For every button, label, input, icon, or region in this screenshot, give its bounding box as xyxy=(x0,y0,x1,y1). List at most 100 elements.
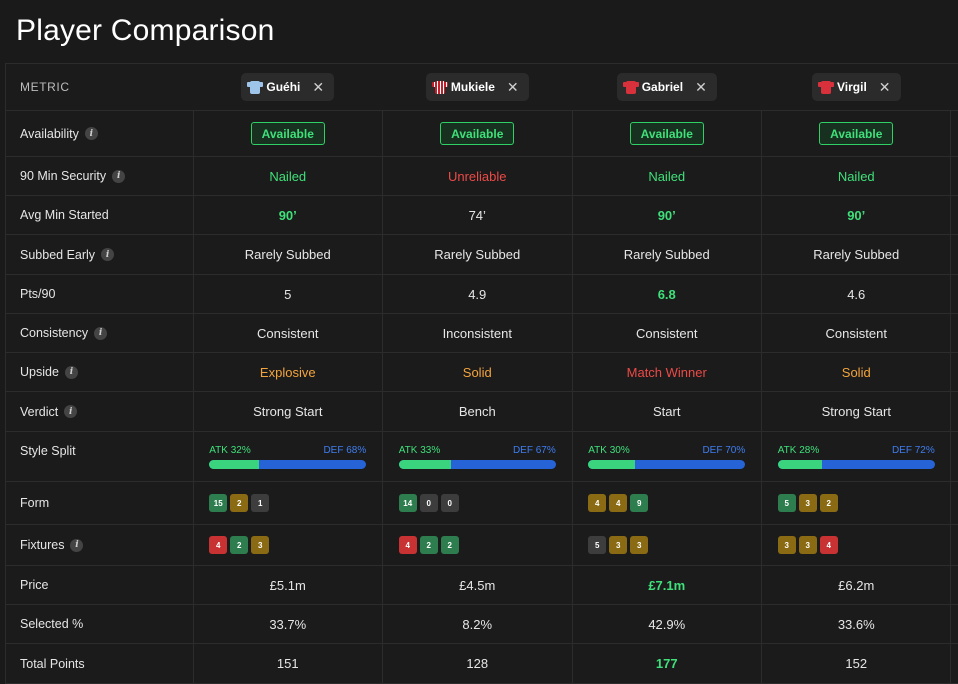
column-divider xyxy=(193,111,194,684)
score-pill: 15 xyxy=(209,494,228,512)
close-icon[interactable]: ✕ xyxy=(506,78,519,95)
info-icon[interactable]: i xyxy=(84,127,98,140)
close-icon[interactable]: ✕ xyxy=(878,78,891,95)
metric-header: METRIC xyxy=(20,80,70,94)
table-cell: Bench xyxy=(458,404,496,419)
score-pill: 2 xyxy=(819,494,838,512)
score-pill: 4 xyxy=(819,536,838,554)
score-pill: 4 xyxy=(209,536,228,554)
player-chip-mukiele[interactable]: Mukiele ✕ xyxy=(425,73,529,101)
status-badge: Available xyxy=(819,122,894,145)
table-cell: Available xyxy=(193,111,383,156)
score-pill: 14 xyxy=(398,494,417,512)
table-cell: Available xyxy=(762,111,952,156)
score-pill: 2 xyxy=(440,536,459,554)
row-label: Subbed Early i xyxy=(6,235,193,274)
player-column-header: Guéhi ✕ xyxy=(193,64,383,110)
player-column-header: Gabriel ✕ xyxy=(572,64,762,110)
table-cell: 5 xyxy=(284,286,292,302)
table-cell: 4.9 xyxy=(468,286,487,302)
table-row-pts90: Pts/90 5 4.9 6.8 4.6 xyxy=(6,275,958,314)
table-row-subbed: Subbed Early i Rarely Subbed Rarely Subb… xyxy=(6,235,958,275)
table-cell: Consistent xyxy=(825,325,887,341)
status-badge: Available xyxy=(440,122,515,145)
table-cell: 42.9% xyxy=(648,616,686,632)
table-cell: ATK 32% DEF 68% xyxy=(193,432,383,481)
table-cell: Inconsistent xyxy=(442,325,512,341)
table-row-price: Price £5.1m £4.5m £7.1m £6.2m xyxy=(6,566,958,605)
player-chip-gabriel[interactable]: Gabriel ✕ xyxy=(616,73,717,101)
score-pill: 2 xyxy=(230,494,249,512)
row-label: Fixtures i xyxy=(6,525,193,565)
atk-bar-fill xyxy=(588,459,636,469)
player-chip-guehi[interactable]: Guéhi ✕ xyxy=(241,73,335,101)
shirt-icon xyxy=(622,80,639,94)
column-divider xyxy=(572,111,573,684)
table-cell: 90’ xyxy=(278,207,297,223)
style-split: ATK 32% DEF 68% xyxy=(209,444,367,469)
table-cell: 151 xyxy=(276,656,299,671)
table-cell: 152 xyxy=(845,656,868,671)
shirt-icon xyxy=(431,80,448,94)
table-row-verdict: Verdict i Strong Start Bench Start Stron… xyxy=(6,392,958,432)
row-label: Consistency i xyxy=(6,314,193,352)
table-cell: Start xyxy=(653,404,681,419)
info-icon[interactable]: i xyxy=(94,326,108,340)
row-label-text: Consistency xyxy=(20,326,89,340)
row-label-text: Availability xyxy=(20,126,79,141)
close-icon[interactable]: ✕ xyxy=(695,78,707,95)
score-pill: 3 xyxy=(630,536,649,554)
info-icon[interactable]: i xyxy=(64,405,78,418)
info-icon[interactable]: i xyxy=(101,248,115,261)
table-cell: 177 xyxy=(655,656,678,671)
row-label: Verdict i xyxy=(6,392,193,431)
table-cell: 8.2% xyxy=(462,616,493,632)
score-pill: 2 xyxy=(419,536,438,554)
table-cell: Nailed xyxy=(837,168,875,184)
def-label: DEF 68% xyxy=(323,444,367,456)
atk-bar-fill xyxy=(209,459,260,469)
table-cell: Solid xyxy=(841,364,871,380)
info-icon[interactable]: i xyxy=(70,538,84,552)
table-cell: Rarely Subbed xyxy=(813,247,900,262)
row-label-text: Fixtures xyxy=(20,538,65,552)
player-chip-virgil[interactable]: Virgil ✕ xyxy=(811,73,901,101)
shirt-icon xyxy=(247,80,264,94)
table-header: METRIC Guéhi ✕ Mukiele ✕ Gabriel ✕ xyxy=(6,64,958,111)
style-split-bar xyxy=(588,459,746,469)
shirt-icon xyxy=(817,80,834,94)
player-name: Virgil xyxy=(836,80,867,94)
player-name: Mukiele xyxy=(450,80,495,94)
player-name: Guéhi xyxy=(266,80,301,94)
info-icon[interactable]: i xyxy=(64,365,78,379)
score-pill: 3 xyxy=(798,494,817,512)
info-icon[interactable]: i xyxy=(112,169,126,183)
table-cell: Match Winner xyxy=(626,364,707,380)
table-row-availability: Availability i Available Available Avail… xyxy=(6,111,958,157)
player-column-header: Mukiele ✕ xyxy=(383,64,573,110)
score-pill: 3 xyxy=(777,536,796,554)
style-split-bar xyxy=(209,459,367,469)
form-pills: 15 2 1 xyxy=(209,494,366,512)
style-split-bar xyxy=(777,459,935,469)
table-cell: Available xyxy=(383,111,573,156)
row-label: 90 Min Security i xyxy=(6,157,193,195)
score-pill: 4 xyxy=(398,536,417,554)
table-cell: Rarely Subbed xyxy=(244,247,331,262)
style-split: ATK 30% DEF 70% xyxy=(588,445,746,469)
row-label: Avg Min Started xyxy=(20,208,109,222)
table-cell: £6.2m xyxy=(838,577,875,593)
status-badge: Available xyxy=(250,122,325,145)
atk-label: ATK 33% xyxy=(398,444,441,456)
player-name: Gabriel xyxy=(641,80,684,94)
close-icon[interactable]: ✕ xyxy=(312,78,325,95)
table-cell: Nailed xyxy=(269,168,307,184)
table-cell: Explosive xyxy=(259,364,316,380)
table-cell: Available xyxy=(572,111,762,156)
